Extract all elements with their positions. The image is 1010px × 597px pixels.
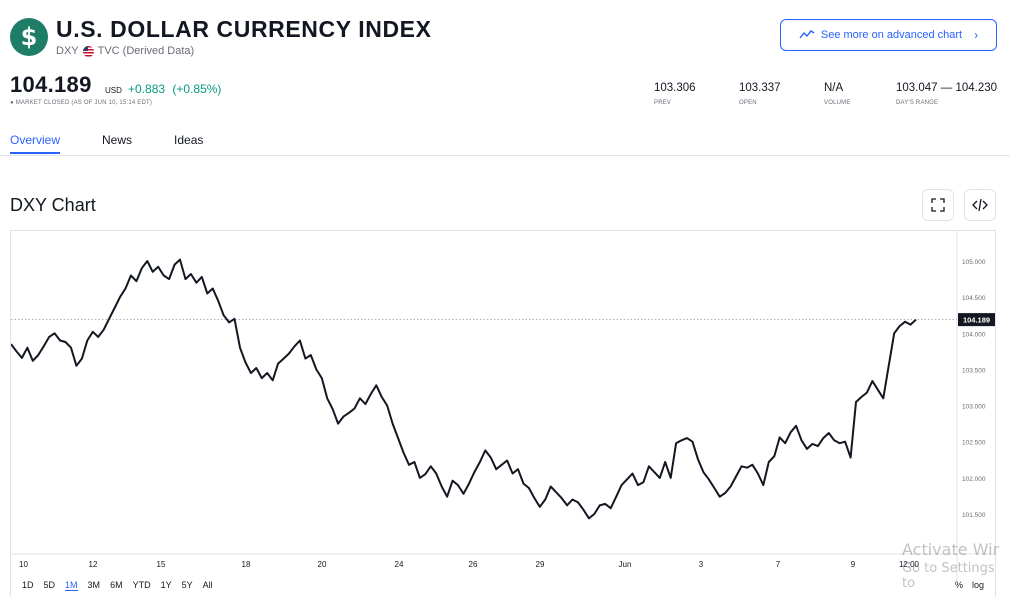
x-tick-label: Jun xyxy=(619,560,632,569)
range-1m[interactable]: 1M xyxy=(65,580,78,591)
y-tick-label: 101.500 xyxy=(962,512,986,519)
stat-value: 103.337 xyxy=(739,82,781,94)
watermark-line-2: Go to Settings to xyxy=(902,561,995,591)
chart-container[interactable]: 105.000 104.500 104.000 103.500 103.000 102.5… xyxy=(10,230,997,597)
y-tick-label: 102.500 xyxy=(962,440,986,447)
y-tick-label: 105.000 xyxy=(962,259,986,266)
divider xyxy=(0,155,1010,156)
stat-label: DAY'S RANGE xyxy=(896,100,939,106)
range-1y[interactable]: 1Y xyxy=(160,580,172,590)
data-source: TVC (Derived Data) xyxy=(97,45,195,57)
x-tick-label: 18 xyxy=(242,560,251,569)
tab-news[interactable]: News xyxy=(102,133,133,147)
symbol-logo: $ xyxy=(10,18,48,56)
trend-line-icon xyxy=(799,30,815,39)
range-selector: 1D 5D 1M 3M 6M YTD 1Y 5Y All xyxy=(22,580,223,591)
x-tick-label: 24 xyxy=(395,560,404,569)
x-tick-label: 9 xyxy=(851,560,856,569)
stat-value: 103.047 — 104.230 xyxy=(896,82,998,94)
stat-volume: N/A VOLUME xyxy=(824,82,851,106)
y-tick-label: 103.000 xyxy=(962,404,986,411)
tab-bar: Overview News Ideas xyxy=(10,133,203,147)
range-5y[interactable]: 5Y xyxy=(181,580,193,590)
x-tick-label: 26 xyxy=(469,560,478,569)
x-tick-label: 12:00 xyxy=(899,560,920,569)
last-price-label: 104.189 xyxy=(963,316,990,325)
activation-watermark: Activate Wir Go to Settings to xyxy=(902,540,1010,591)
series-line xyxy=(11,258,917,520)
y-tick-label: 104.500 xyxy=(962,295,986,302)
range-1d[interactable]: 1D xyxy=(22,580,34,590)
change-percent: (+0.85%) xyxy=(172,82,222,96)
watermark-line-1: Activate Wir xyxy=(902,540,1000,559)
range-all[interactable]: All xyxy=(202,580,213,590)
fullscreen-button[interactable] xyxy=(922,189,954,221)
range-6m[interactable]: 6M xyxy=(110,580,123,590)
stat-prev: 103.306 PREV xyxy=(654,82,696,106)
embed-code-icon xyxy=(972,198,988,212)
last-price-badge xyxy=(958,313,995,327)
us-flag-icon xyxy=(82,45,94,57)
symbol-ticker: DXY xyxy=(56,45,79,57)
fullscreen-icon xyxy=(931,198,945,212)
range-5d[interactable]: 5D xyxy=(43,580,56,590)
stat-label: OPEN xyxy=(739,100,757,106)
x-tick-label: 10 xyxy=(19,560,28,569)
change-absolute: +0.883 xyxy=(128,82,166,96)
x-tick-label: 3 xyxy=(699,560,704,569)
embed-button[interactable] xyxy=(964,189,996,221)
x-tick-label: 29 xyxy=(536,560,545,569)
advanced-chart-label: See more on advanced chart xyxy=(820,29,963,41)
y-tick-label: 103.500 xyxy=(962,367,986,374)
stat-value: N/A xyxy=(824,82,844,94)
last-price: 104.189 xyxy=(10,72,92,97)
tab-overview[interactable]: Overview xyxy=(10,133,61,147)
stat-value: 103.306 xyxy=(654,82,696,94)
scale-options: % log xyxy=(955,580,984,590)
x-tick-label: 15 xyxy=(157,560,166,569)
dxy-line-chart[interactable]: 105.000 104.500 104.000 103.500 103.000 102.5… xyxy=(11,231,997,581)
percent-scale-toggle[interactable]: % xyxy=(955,580,964,590)
active-tab-indicator xyxy=(10,152,60,154)
x-tick-label: 7 xyxy=(776,560,781,569)
price-currency: USD xyxy=(105,86,122,95)
range-ytd[interactable]: YTD xyxy=(132,580,151,590)
stat-open: 103.337 OPEN xyxy=(739,82,781,106)
advanced-chart-button[interactable]: See more on advanced chart › xyxy=(780,19,997,51)
x-tick-label: 12 xyxy=(89,560,98,569)
stat-label: PREV xyxy=(654,100,672,106)
log-scale-toggle[interactable]: log xyxy=(972,580,985,590)
price-change: +0.883 (+0.85%) xyxy=(128,82,221,96)
x-tick-label: 20 xyxy=(318,560,327,569)
symbol-subline: DXY TVC (Derived Data) xyxy=(56,45,194,57)
stat-label: VOLUME xyxy=(824,100,851,106)
tab-ideas[interactable]: Ideas xyxy=(174,133,204,147)
stat-days-range: 103.047 — 104.230 DAY'S RANGE xyxy=(896,82,997,106)
chart-heading: DXY Chart xyxy=(10,195,96,215)
market-status: ● MARKET CLOSED (AS OF JUN 10, 15:14 EDT… xyxy=(10,100,153,106)
y-tick-label: 102.000 xyxy=(962,476,986,483)
page-title: U.S. DOLLAR CURRENCY INDEX xyxy=(56,16,432,42)
chevron-right-icon: › xyxy=(974,28,979,42)
y-tick-label: 104.000 xyxy=(962,331,986,338)
range-3m[interactable]: 3M xyxy=(87,580,101,590)
